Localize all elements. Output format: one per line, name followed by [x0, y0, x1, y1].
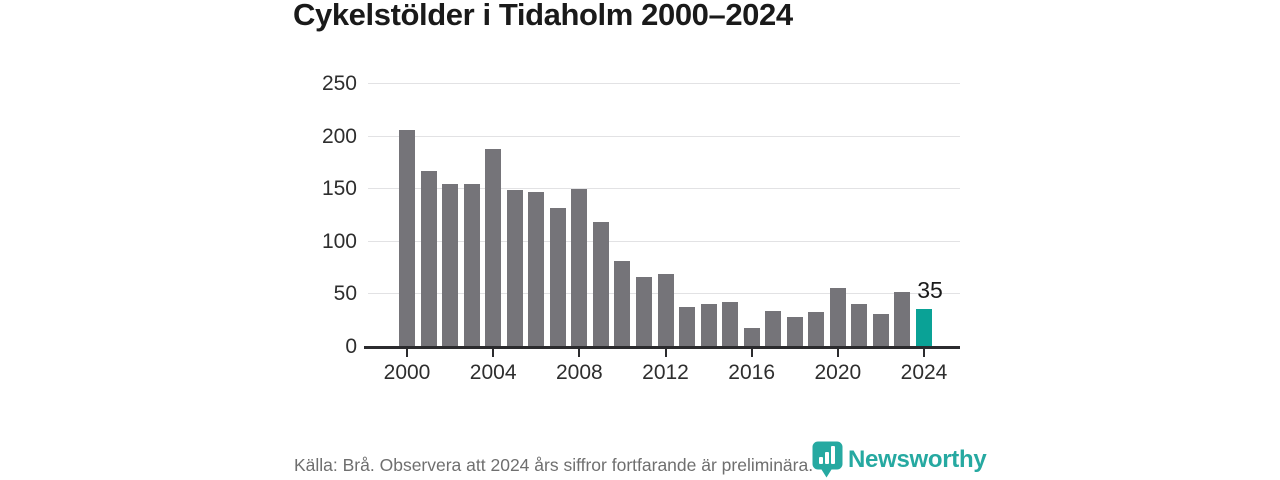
x-axis-tick [750, 349, 753, 357]
bar-value-label: 35 [917, 277, 943, 304]
x-axis-label: 2004 [469, 361, 517, 384]
x-axis-tick [578, 349, 581, 357]
source-note: Källa: Brå. Observera att 2024 års siffr… [294, 455, 814, 475]
x-axis-tick [406, 349, 408, 357]
x-axis-tick [492, 349, 495, 357]
bar-2023 [894, 292, 911, 346]
x-axis-label: 2008 [555, 361, 603, 384]
bar-2000 [399, 130, 415, 346]
bar-2003 [463, 183, 480, 346]
bar-2013 [679, 307, 696, 346]
bar-2008 [571, 189, 588, 346]
bar-2024 [916, 309, 932, 346]
bar-2004 [485, 149, 502, 346]
gridline [368, 83, 960, 84]
bar-2007 [549, 208, 566, 346]
gridline [368, 240, 960, 242]
chart-title: Cykelstölder i Tidaholm 2000–2024 [293, 0, 793, 32]
x-axis-label: 2000 [383, 361, 431, 384]
bar-2018 [786, 316, 803, 346]
bar-2020 [829, 288, 846, 346]
x-axis-label: 2024 [900, 361, 948, 384]
bar-2006 [528, 192, 545, 346]
bar-2014 [700, 303, 717, 346]
y-axis-label: 0 [345, 335, 357, 358]
bar-2021 [851, 303, 868, 346]
bar-2010 [614, 260, 631, 346]
x-axis-tick [836, 349, 839, 357]
bar-2001 [420, 171, 437, 346]
x-axis-tick [923, 349, 925, 357]
newsworthy-icon [812, 441, 843, 478]
bar-2011 [635, 276, 652, 346]
gridline [368, 135, 960, 137]
x-axis-line [364, 346, 960, 349]
bar-2015 [722, 301, 739, 346]
bar-2012 [657, 274, 674, 346]
x-axis-label: 2012 [642, 361, 689, 384]
gridline [368, 188, 960, 190]
y-axis-label: 250 [321, 72, 357, 95]
y-axis-label: 100 [321, 229, 357, 253]
bar-2002 [442, 183, 459, 346]
y-axis-label: 150 [321, 177, 357, 201]
bar-2022 [872, 314, 889, 346]
x-axis-label: 2016 [728, 361, 776, 384]
newsworthy-wordmark: Newsworthy [848, 445, 987, 473]
x-axis-tick [664, 349, 667, 357]
y-axis-label: 50 [333, 282, 357, 306]
bar-2005 [506, 190, 523, 346]
y-axis-label: 200 [321, 124, 357, 148]
bar-2009 [592, 221, 609, 346]
newsworthy-logo[interactable]: Newsworthy [812, 441, 987, 478]
bar-2019 [808, 312, 825, 346]
x-axis-label: 2020 [814, 361, 862, 384]
bar-2016 [743, 328, 760, 346]
bar-2017 [765, 311, 782, 346]
